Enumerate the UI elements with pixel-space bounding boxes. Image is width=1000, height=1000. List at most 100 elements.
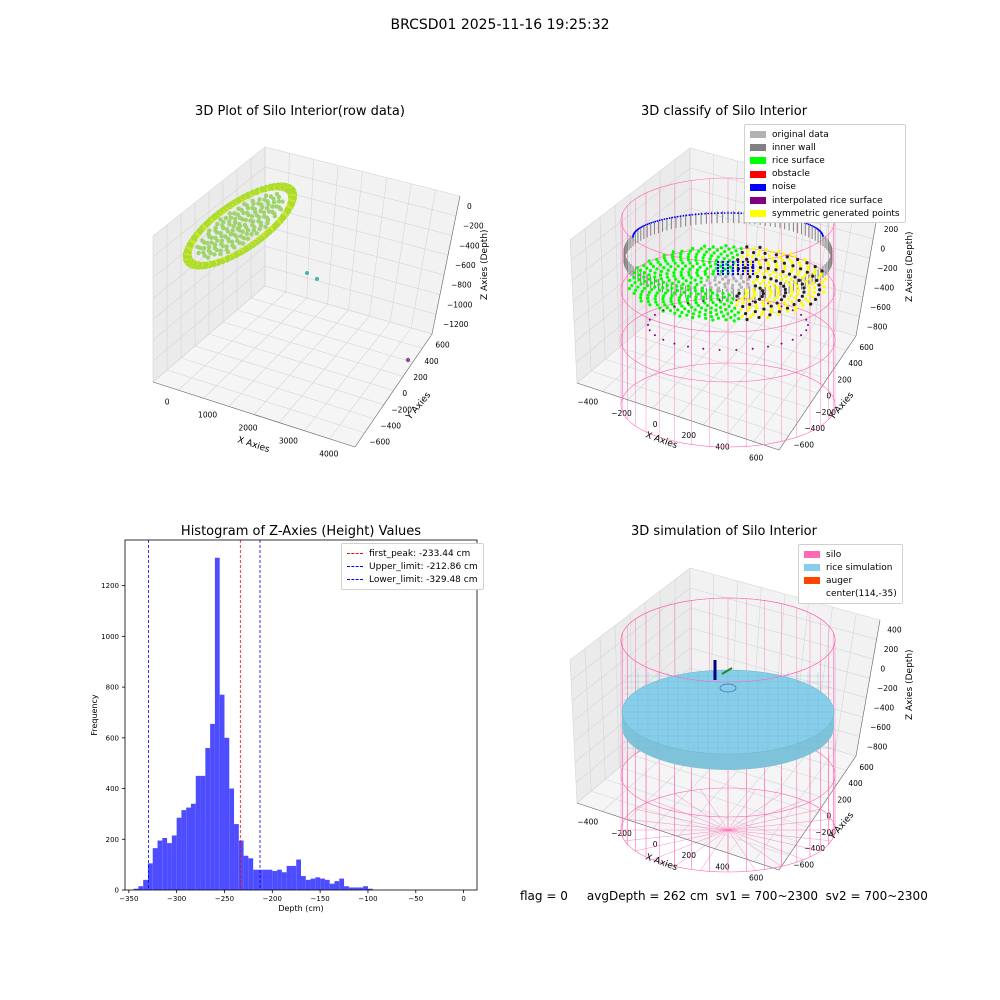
raw-point	[187, 244, 194, 250]
p1-grid-line	[152, 381, 356, 448]
raw-point	[259, 234, 266, 240]
legend-label: Lower_limit: -329.48 cm	[369, 574, 478, 585]
classified-point	[639, 296, 643, 300]
raw-point	[204, 261, 211, 267]
noise-point	[671, 216, 674, 219]
raw-point	[269, 185, 276, 191]
classified-point	[689, 276, 693, 280]
raw-point	[289, 186, 296, 193]
classified-point	[674, 277, 678, 281]
raw-point	[210, 261, 217, 267]
raw-point	[202, 263, 209, 270]
classified-point	[701, 289, 705, 293]
silo-wire-ring	[620, 787, 836, 873]
classified-point	[823, 277, 828, 281]
rice-surface	[621, 669, 835, 755]
raw-point	[190, 259, 197, 266]
classified-point	[764, 269, 769, 273]
classified-point	[650, 287, 654, 292]
classified-point	[740, 314, 745, 318]
raw-point	[213, 211, 220, 218]
classified-point	[655, 267, 659, 271]
classified-point	[807, 292, 811, 297]
p4-z-axis	[855, 619, 881, 757]
raw-point	[204, 220, 210, 227]
p4-grid-line	[633, 755, 818, 814]
raw-point	[282, 184, 289, 190]
classified-point	[737, 317, 741, 321]
classified-point	[645, 266, 649, 270]
raw-point	[219, 233, 224, 239]
classified-point	[699, 280, 703, 284]
classified-point	[803, 273, 808, 277]
classified-point	[736, 299, 740, 303]
p2-y-tick-label: −200	[815, 408, 836, 417]
raw-point	[227, 211, 233, 216]
raw-point	[252, 209, 258, 215]
noise-point	[751, 272, 755, 276]
noise-point	[736, 269, 740, 273]
raw-point	[288, 202, 295, 209]
classified-point	[709, 306, 713, 310]
raw-point	[234, 198, 241, 205]
raw-point	[284, 208, 290, 215]
classified-point	[813, 265, 817, 269]
p1-floor-pane	[153, 286, 432, 447]
raw-point	[281, 185, 288, 192]
raw-point	[235, 212, 240, 217]
classified-point	[735, 264, 739, 268]
classified-point	[787, 297, 791, 301]
raw-point	[277, 182, 283, 189]
noise-point	[723, 212, 726, 214]
raw-point	[216, 211, 223, 217]
raw-point	[183, 249, 190, 256]
legend-swatch	[750, 197, 766, 205]
classified-point	[670, 286, 674, 290]
raw-point	[186, 251, 192, 257]
noise-point	[639, 227, 641, 229]
raw-point	[280, 183, 287, 190]
p4-grid-line	[751, 587, 762, 727]
raw-point	[187, 240, 194, 247]
raw-point	[225, 249, 231, 255]
p1-grid-line	[327, 165, 339, 305]
classified-point	[795, 284, 799, 288]
classified-point	[676, 308, 680, 312]
raw-point	[208, 260, 214, 267]
classified-point	[723, 282, 727, 286]
classified-point	[739, 247, 743, 251]
raw-point	[248, 243, 255, 249]
histogram-bar	[363, 886, 368, 890]
classified-point	[673, 311, 677, 315]
histogram-bar	[277, 869, 282, 890]
histogram-bar	[344, 886, 349, 890]
legend-swatch	[750, 144, 766, 152]
raw-point	[262, 231, 268, 238]
classified-point	[697, 249, 701, 253]
classified-point	[801, 276, 805, 280]
raw-point	[288, 196, 294, 203]
classified-point	[761, 272, 765, 276]
raw-point	[242, 201, 247, 207]
raw-point	[202, 223, 209, 229]
raw-point	[204, 262, 210, 269]
classified-point	[780, 277, 784, 281]
raw-point	[285, 187, 292, 194]
classified-point	[666, 288, 670, 293]
raw-point	[192, 233, 199, 239]
p4-z-tick-label: −800	[867, 742, 888, 751]
classified-point	[737, 291, 741, 295]
p4-floor-pane	[577, 708, 856, 870]
raw-point	[214, 247, 219, 253]
legend-swatch	[750, 170, 766, 178]
raw-point	[210, 216, 216, 223]
raw-point	[230, 252, 236, 259]
raw-point	[222, 206, 229, 213]
p4-x-tick-label: −400	[578, 818, 599, 827]
classified-point	[686, 300, 690, 304]
legend-label: Upper_limit: -212.86 cm	[369, 561, 478, 572]
raw-point	[260, 186, 266, 193]
raw-point	[256, 201, 261, 206]
histogram-bar	[296, 859, 301, 890]
noise-point	[713, 212, 716, 215]
